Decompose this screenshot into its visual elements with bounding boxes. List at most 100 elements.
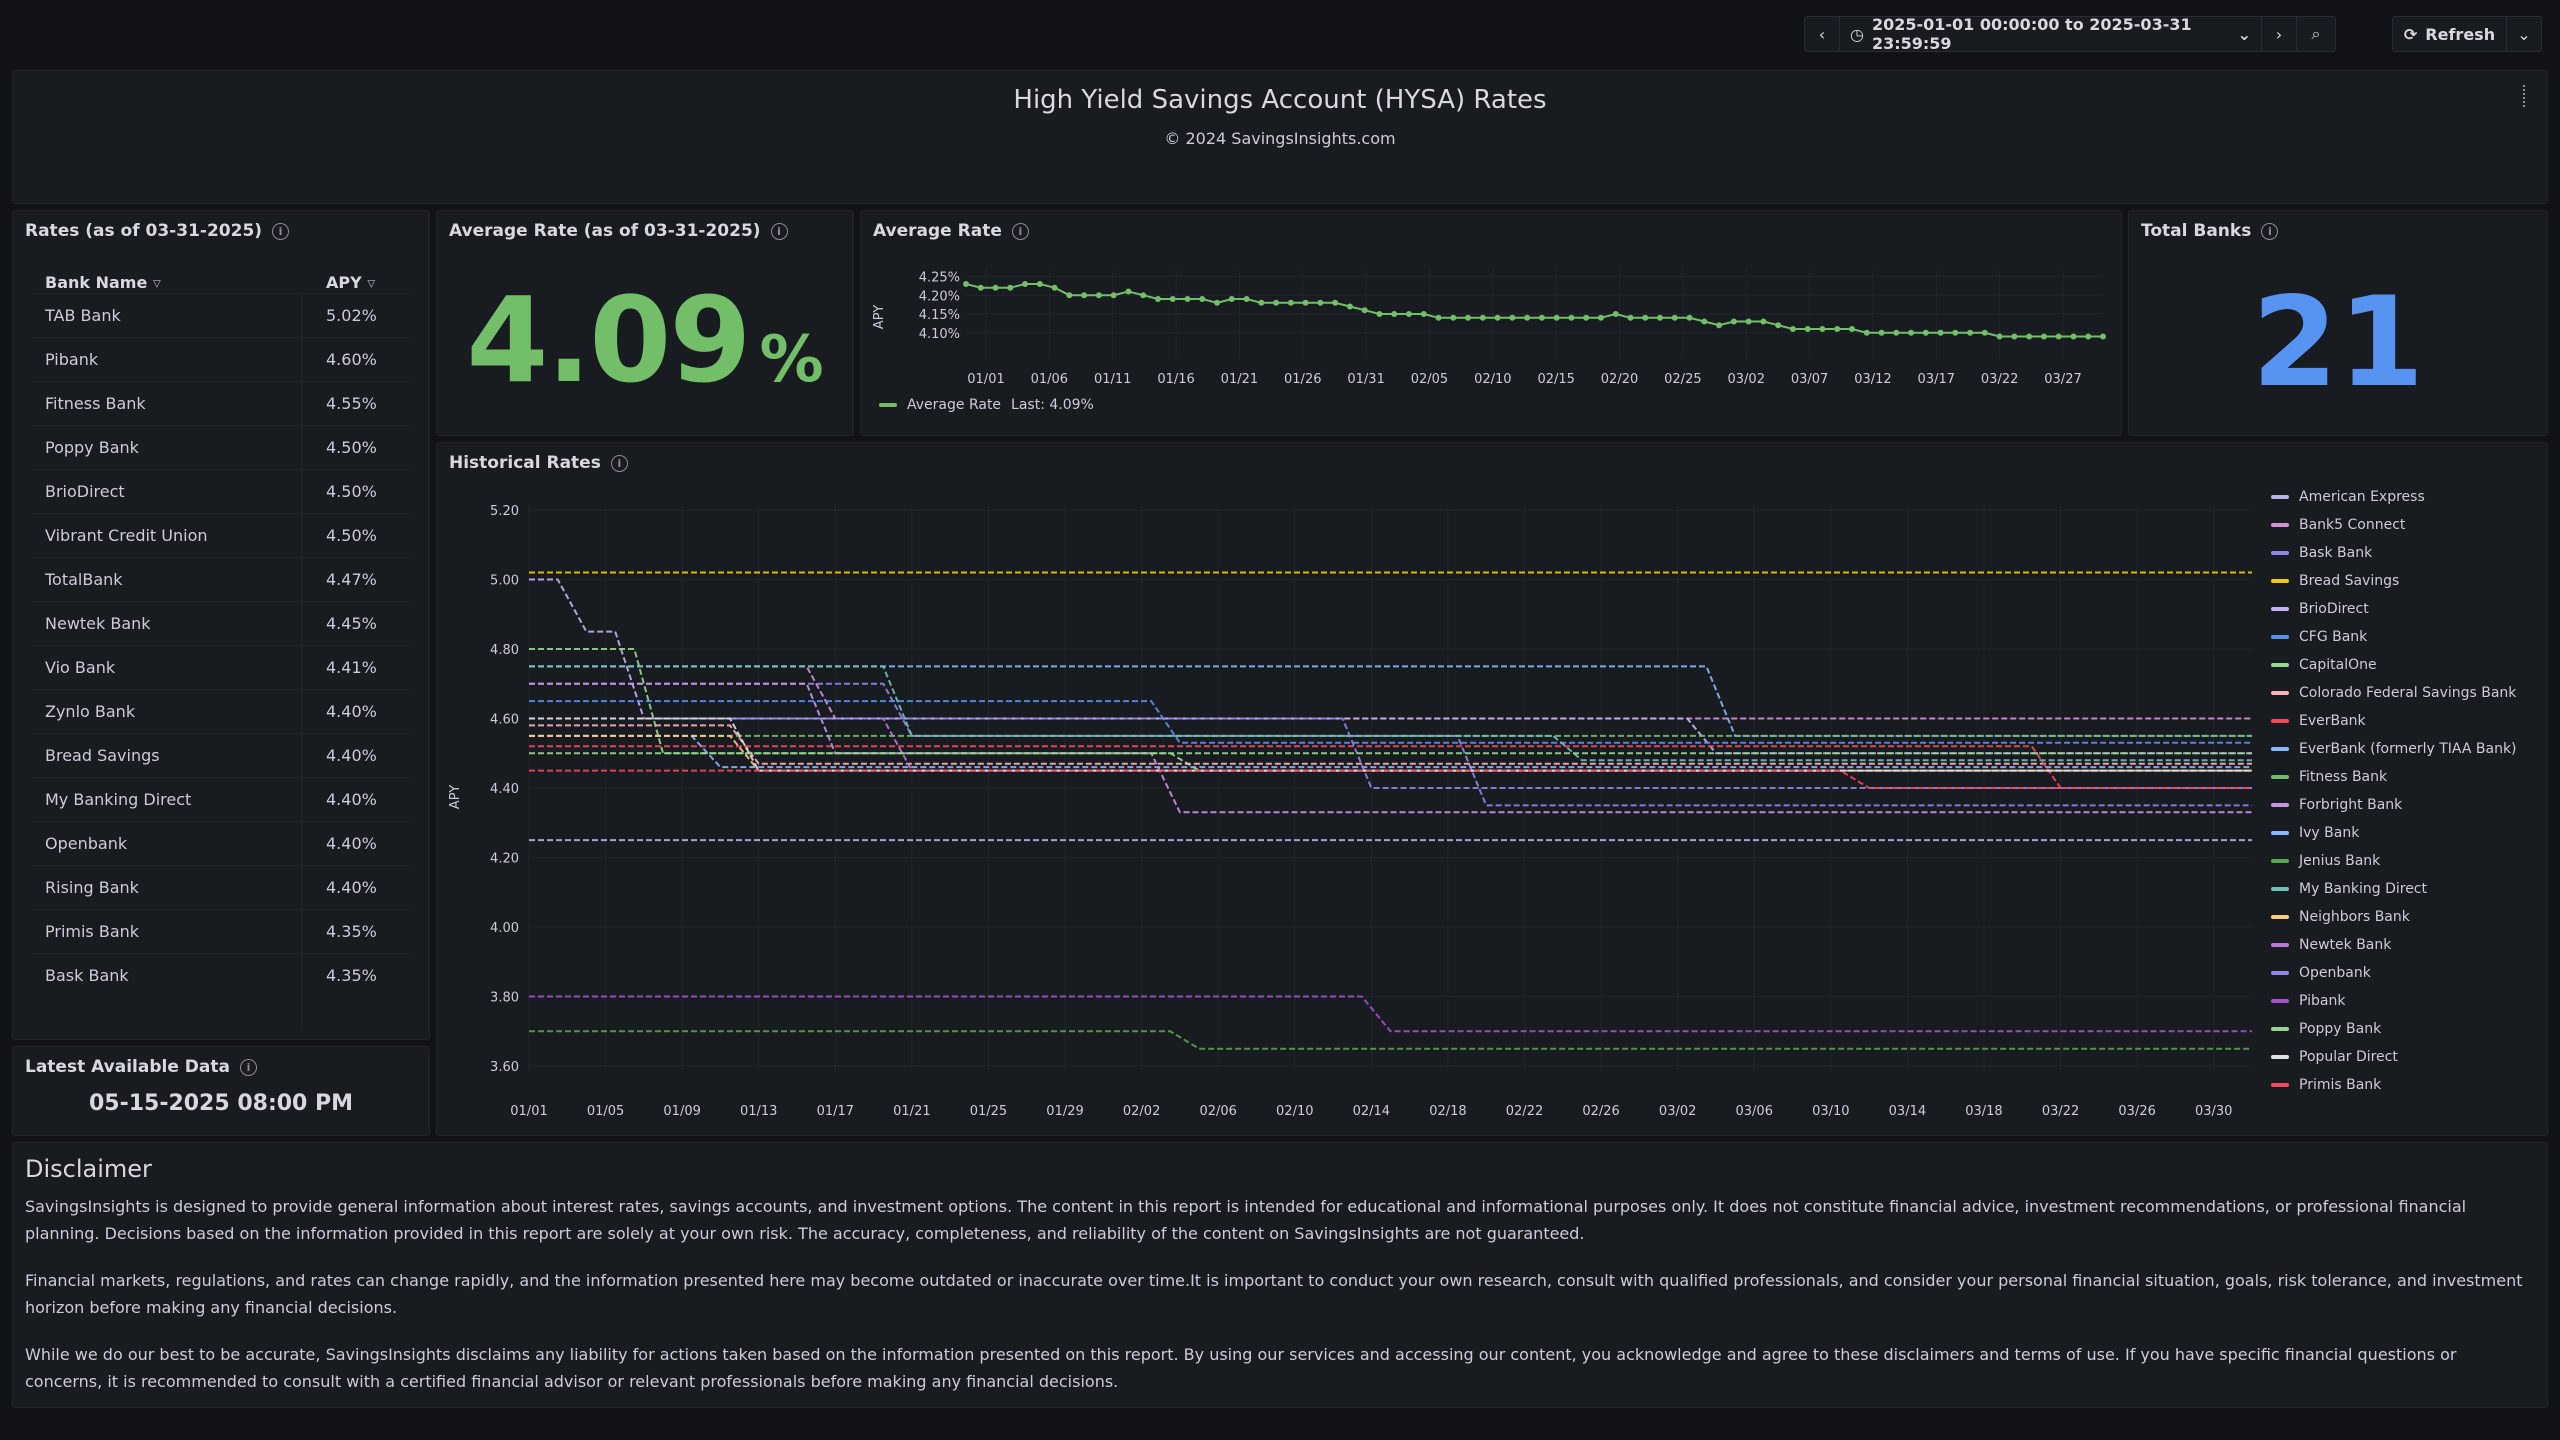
table-row[interactable]: TotalBank 4.47% (31, 557, 411, 602)
table-row[interactable]: BrioDirect 4.50% (31, 469, 411, 514)
info-icon[interactable]: i (239, 1058, 257, 1076)
legend-item[interactable]: CFG Bank (2271, 623, 2367, 651)
legend-swatch (2271, 719, 2289, 723)
table-row[interactable]: Vio Bank 4.41% (31, 645, 411, 690)
data-point (1789, 326, 1796, 332)
table-row[interactable]: Newtek Bank 4.45% (31, 601, 411, 646)
info-icon[interactable]: i (770, 222, 788, 240)
table-row[interactable]: Bask Bank 4.35% (31, 953, 411, 998)
legend-item[interactable]: BrioDirect (2271, 595, 2369, 623)
refresh-button[interactable]: ⟳ Refresh (2393, 17, 2506, 51)
average-rate-stat-panel: Average Rate (as of 03-31-2025) i 4.09% (436, 210, 854, 436)
series-line (529, 648, 2252, 772)
legend-item[interactable]: My Banking Direct (2271, 875, 2427, 903)
legend-item[interactable]: CapitalOne (2271, 651, 2377, 679)
info-icon[interactable]: i (1011, 222, 1029, 240)
info-icon[interactable]: i (2261, 222, 2279, 240)
legend-swatch (2271, 887, 2289, 891)
data-point (1657, 314, 1664, 321)
table-row[interactable]: Zynlo Bank 4.40% (31, 689, 411, 734)
legend-item[interactable]: Forbright Bank (2271, 791, 2402, 819)
x-tick-label: 03/02 (1728, 372, 1765, 387)
legend-item[interactable]: Bread Savings (2271, 567, 2399, 595)
legend-item[interactable]: Popular Direct (2271, 1043, 2398, 1071)
disclaimer-title: Disclaimer (25, 1155, 152, 1183)
legend-swatch (2271, 1055, 2289, 1059)
average-rate-chart[interactable]: 4.25% 4.20% 4.15% 4.10% APY 01/01 01/06 01/11 01… (861, 211, 2122, 436)
legend-series-label: My Banking Direct (2299, 881, 2427, 897)
bank-name-cell: Primis Bank (45, 922, 140, 941)
data-point (992, 284, 999, 291)
table-row[interactable]: Primis Bank 4.35% (31, 909, 411, 954)
legend-item[interactable]: Jenius Bank (2271, 847, 2380, 875)
legend-item[interactable]: Primis Bank (2271, 1071, 2381, 1099)
data-point (1568, 314, 1575, 321)
table-row[interactable]: Bread Savings 4.40% (31, 733, 411, 778)
legend-item[interactable]: Bank5 Connect (2271, 511, 2405, 539)
historical-rates-chart[interactable]: 5.20 5.00 4.80 4.60 4.40 4.20 4.00 3.80 3.60 APY 0… (437, 443, 2257, 1136)
legend-item[interactable]: EverBank (2271, 707, 2366, 735)
table-row[interactable]: Pibank 4.60% (31, 337, 411, 382)
table-row[interactable]: TAB Bank 5.02% (31, 293, 411, 338)
legend-item[interactable]: Poppy Bank (2271, 1015, 2381, 1043)
x-tick-label: 01/25 (970, 1104, 1007, 1119)
x-tick-label: 03/17 (1918, 372, 1955, 387)
legend-item[interactable]: EverBank (formerly TIAA Bank) (2271, 735, 2517, 763)
legend-swatch (2271, 663, 2289, 667)
data-point (1981, 329, 1988, 336)
legend-series-label: Fitness Bank (2299, 769, 2388, 785)
time-back-button[interactable]: ‹ (1818, 24, 1826, 44)
time-range-picker[interactable]: ◷ 2025-01-01 00:00:00 to 2025-03-31 23:5… (1839, 15, 2261, 53)
info-icon[interactable]: i (610, 454, 628, 472)
x-tick-label: 01/05 (587, 1104, 624, 1119)
table-row[interactable]: Vibrant Credit Union 4.50% (31, 513, 411, 558)
data-point (2040, 333, 2047, 340)
data-point (1583, 314, 1590, 321)
zoom-out-button[interactable]: ⌕ (2296, 17, 2335, 51)
x-tick-label: 01/09 (663, 1104, 700, 1119)
data-point (1022, 281, 1029, 287)
legend-item[interactable]: Openbank (2271, 959, 2371, 987)
data-point (1627, 314, 1634, 321)
panel-menu-icon[interactable] (2523, 85, 2535, 107)
y-axis-label: APY (872, 305, 887, 329)
info-icon[interactable]: i (272, 222, 290, 240)
y-tick-label: 4.20 (490, 852, 519, 867)
data-point (1169, 296, 1176, 302)
time-range-label: 2025-01-01 00:00:00 to 2025-03-31 23:59:… (1871, 15, 2192, 53)
filter-icon[interactable]: ▿ (367, 273, 376, 292)
table-row[interactable]: My Banking Direct 4.40% (31, 777, 411, 822)
average-rate-legend[interactable]: Average Rate Last: 4.09% (879, 397, 1094, 413)
time-forward-button[interactable]: › (2261, 17, 2296, 51)
table-row[interactable]: Rising Bank 4.40% (31, 865, 411, 910)
x-tick-label: 03/02 (1659, 1104, 1696, 1119)
table-row[interactable]: Fitness Bank 4.55% (31, 381, 411, 426)
legend-item[interactable]: Newtek Bank (2271, 931, 2391, 959)
column-header-bank[interactable]: Bank Name ▿ (45, 273, 161, 292)
filter-icon[interactable]: ▿ (152, 273, 161, 292)
legend-item[interactable]: Ivy Bank (2271, 819, 2359, 847)
legend-swatch (2271, 495, 2289, 499)
table-row[interactable]: Openbank 4.40% (31, 821, 411, 866)
data-point (1007, 284, 1014, 291)
legend-item[interactable]: American Express (2271, 483, 2425, 511)
legend-item[interactable]: Colorado Federal Savings Bank (2271, 679, 2516, 707)
apy-cell: 4.40% (326, 746, 377, 765)
historical-rates-title-bar: Historical Rates i (449, 453, 628, 473)
bank-name-cell: Poppy Bank (45, 438, 139, 457)
data-point (1302, 299, 1309, 306)
legend-item[interactable]: Bask Bank (2271, 539, 2372, 567)
refresh-interval-dropdown[interactable]: ⌄ (2506, 17, 2541, 51)
total-banks-title: Total Banks (2141, 221, 2252, 241)
column-header-apy[interactable]: APY ▿ (326, 273, 375, 292)
data-point (1908, 329, 1915, 336)
x-tick-label: 03/22 (2042, 1104, 2079, 1119)
legend-swatch (2271, 635, 2289, 639)
series-line (529, 700, 2252, 744)
series-line (529, 769, 2252, 789)
legend-item[interactable]: Pibank (2271, 987, 2345, 1015)
legend-item[interactable]: Fitness Bank (2271, 763, 2387, 791)
x-tick-label: 02/14 (1353, 1104, 1390, 1119)
table-row[interactable]: Poppy Bank 4.50% (31, 425, 411, 470)
legend-item[interactable]: Neighbors Bank (2271, 903, 2410, 931)
